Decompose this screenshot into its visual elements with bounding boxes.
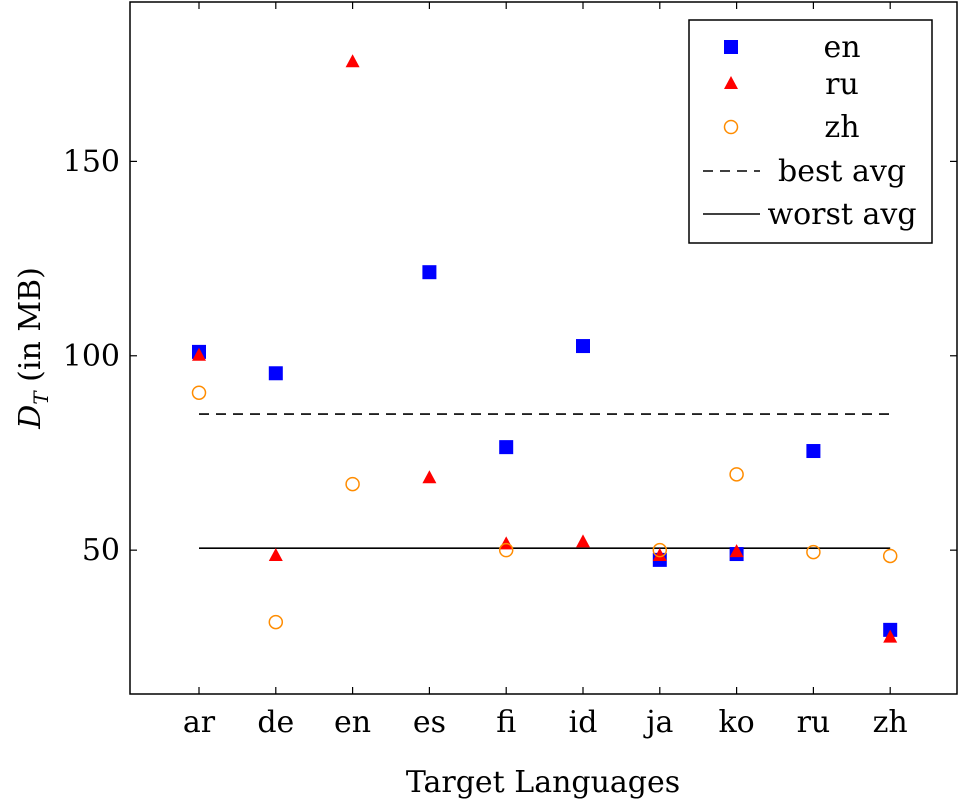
y-tick-label-50: 50 bbox=[82, 533, 120, 568]
point-zh-ko bbox=[729, 467, 744, 482]
legend-box bbox=[688, 19, 933, 244]
legend-symbol-zh bbox=[723, 119, 739, 135]
point-ru-fi bbox=[499, 536, 514, 550]
point-en-de bbox=[268, 366, 283, 381]
legend-label-worst-avg: worst avg bbox=[767, 197, 916, 232]
point-en-id bbox=[576, 339, 590, 354]
point-zh-zh bbox=[882, 548, 898, 564]
y-tick-label-100: 100 bbox=[63, 339, 120, 374]
point-zh-ru bbox=[806, 544, 821, 560]
point-en-es bbox=[422, 265, 437, 280]
x-tick-label-ru: ru bbox=[797, 705, 831, 740]
x-tick-label-zh: zh bbox=[873, 705, 908, 740]
x-tick-label-ko: ko bbox=[718, 705, 754, 740]
point-ru-es bbox=[422, 470, 437, 484]
point-ru-id bbox=[576, 534, 590, 548]
y-tick-label-150: 150 bbox=[63, 144, 120, 179]
data-marks bbox=[191, 54, 898, 643]
point-zh-de bbox=[268, 614, 284, 630]
x-tick-label-id: id bbox=[569, 705, 598, 740]
point-ru-en bbox=[345, 54, 360, 68]
legend-label-ru: ru bbox=[825, 67, 859, 102]
x-tick-label-de: de bbox=[257, 705, 294, 740]
x-tick-label-ar: ar bbox=[183, 705, 216, 740]
point-zh-ar bbox=[191, 385, 207, 400]
point-ru-ja bbox=[652, 547, 667, 561]
y-axis-title: DT (in MB) bbox=[13, 267, 53, 430]
point-en-ru bbox=[806, 444, 821, 459]
legend-label-en: en bbox=[823, 30, 860, 65]
legend-label-zh: zh bbox=[824, 110, 859, 145]
reference-lines bbox=[199, 413, 891, 550]
point-zh-fi bbox=[498, 542, 514, 558]
point-ru-ko bbox=[729, 544, 744, 558]
x-tick-label-es: es bbox=[413, 705, 446, 740]
legend-symbol-ru bbox=[724, 76, 738, 89]
x-tick-label-en: en bbox=[334, 705, 371, 740]
point-en-fi bbox=[499, 440, 514, 455]
y-axis-title-rest: (in MB) bbox=[13, 267, 48, 391]
legend-label-best-avg: best avg bbox=[778, 154, 906, 189]
point-zh-en bbox=[345, 476, 360, 492]
point-ru-de bbox=[268, 547, 283, 561]
point-zh-ja bbox=[652, 542, 668, 558]
point-ru-ar bbox=[192, 347, 206, 361]
y-axis-title-main: D bbox=[13, 405, 48, 430]
x-tick-label-ja: ja bbox=[643, 705, 673, 740]
x-tick-label-fi: fi bbox=[496, 705, 516, 740]
axis-ticks: ar de en es fi id ja ko ru zh 50 100 150 bbox=[63, 2, 957, 740]
y-axis-title-sub: T bbox=[29, 390, 53, 405]
point-ru-zh bbox=[883, 629, 898, 643]
legend-symbol-en bbox=[724, 40, 738, 54]
plot-frame bbox=[129, 1, 958, 695]
x-axis-title: Target Languages bbox=[406, 765, 680, 800]
